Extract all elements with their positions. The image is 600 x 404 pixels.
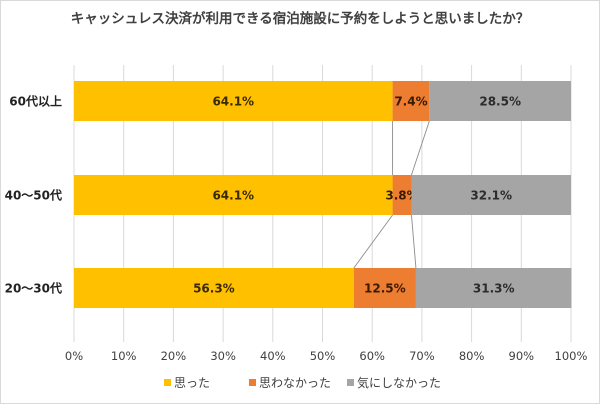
- x-tick-label: 70%: [409, 349, 435, 363]
- bars: 64.1% 7.4% 28.5% 64.1% 3.8% 32.1% 56.3% 12.5% 31…: [74, 81, 572, 308]
- bar-segment: [353, 268, 416, 308]
- x-tick-label: 100%: [555, 349, 588, 363]
- category-label: 20～30代: [5, 281, 62, 296]
- data-label: 64.1%: [212, 189, 254, 203]
- bar-segment: [74, 268, 354, 308]
- data-label: 12.5%: [364, 282, 406, 296]
- x-tick-label: 90%: [509, 349, 535, 363]
- data-label: 64.1%: [212, 95, 254, 109]
- data-label: 56.3%: [193, 282, 235, 296]
- legend-swatch: [347, 379, 354, 386]
- data-label: 3.8%: [385, 189, 418, 203]
- series-line: [353, 214, 393, 269]
- category-label: 60代以上: [9, 94, 62, 109]
- legend: 思った 思わなかった 気にしなかった: [164, 375, 441, 390]
- bar-segment: [392, 81, 430, 121]
- x-tick-label: 20%: [161, 349, 187, 363]
- bar-segment: [74, 81, 393, 121]
- bar-segment: [392, 175, 412, 215]
- x-tick-label: 40%: [260, 349, 286, 363]
- category-label: 40～50代: [5, 188, 62, 203]
- legend-label: 思わなかった: [259, 376, 331, 390]
- data-label: 28.5%: [479, 95, 521, 109]
- data-label: 7.4%: [394, 95, 427, 109]
- x-tick-label: 50%: [310, 349, 336, 363]
- bar-segment: [74, 175, 393, 215]
- bar-segment: [415, 268, 572, 308]
- x-tick-label: 10%: [111, 349, 137, 363]
- legend-label: 思った: [174, 376, 210, 390]
- series-lines: [353, 120, 430, 269]
- series-line: [411, 120, 430, 176]
- series-line: [411, 214, 417, 269]
- chart-title: キャッシュレス決済が利用できる宿泊施設に予約をしようと思いましたか？: [71, 10, 529, 27]
- x-tick-label: 60%: [359, 349, 385, 363]
- x-axis-ticks: 0% 10% 20% 30% 40% 50% 60% 70% 80% 90% 100%: [65, 349, 588, 363]
- category-labels: 60代以上 40～50代 20～30代: [5, 94, 62, 296]
- data-label: 31.3%: [473, 282, 515, 296]
- legend-label: 気にしなかった: [357, 375, 441, 390]
- x-tick-label: 80%: [459, 349, 485, 363]
- x-tick-label: 0%: [65, 349, 83, 363]
- data-label: 32.1%: [470, 189, 512, 203]
- bar-segment: [411, 175, 571, 215]
- bar-segment: [429, 81, 571, 121]
- legend-swatch: [164, 379, 171, 386]
- legend-swatch: [249, 379, 256, 386]
- x-tick-label: 30%: [210, 349, 236, 363]
